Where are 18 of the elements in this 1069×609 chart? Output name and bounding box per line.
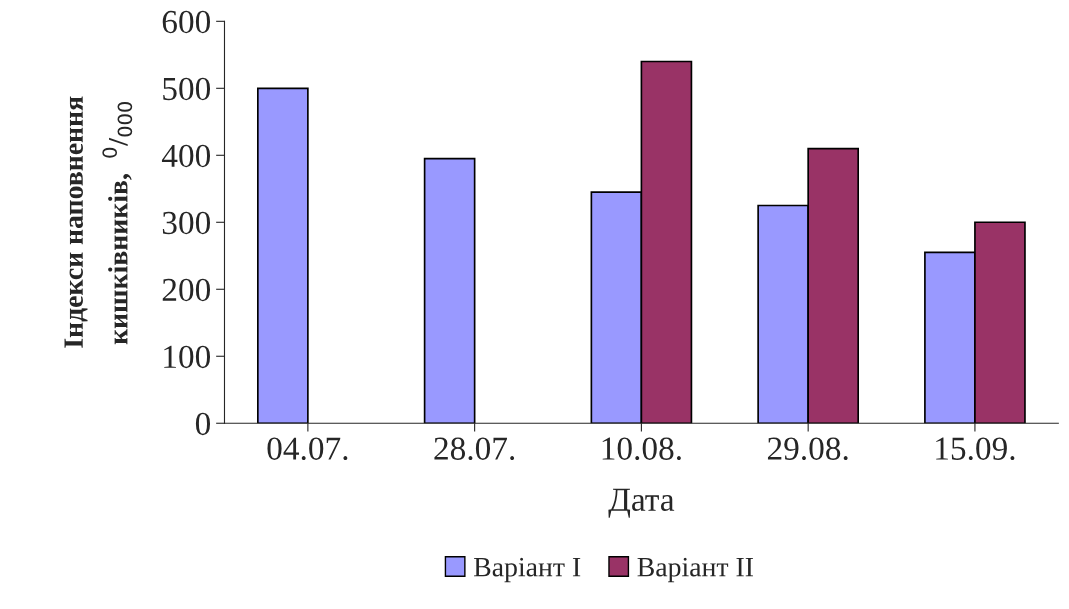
x-tick-label: 28.07.	[434, 437, 515, 461]
x-tick-label: 10.08.	[602, 437, 681, 461]
y-axis-title: Індекси наповнення кишківників, $^{0}$/$_{000}$	[64, 96, 133, 348]
bar	[257, 87, 309, 424]
x-tick-label: 29.08.	[767, 437, 848, 461]
y-tick-label: 600	[162, 10, 211, 34]
y-tick-label: 0	[195, 412, 211, 436]
x-tick-label: 04.07.	[267, 437, 348, 461]
y-tick-label: 500	[163, 77, 211, 101]
y-tick-label: 200	[162, 278, 211, 302]
bar	[423, 157, 476, 424]
x-tick-label: 15.09.	[936, 437, 1015, 461]
legend-label: Варіант I	[474, 557, 581, 583]
legend-label: Варіант II	[637, 557, 754, 583]
x-axis-title: Дата	[608, 488, 675, 518]
y-tick-label: 400	[161, 144, 211, 168]
y-tick-label: 100	[164, 345, 211, 369]
y-tick-label: 300	[162, 211, 211, 235]
